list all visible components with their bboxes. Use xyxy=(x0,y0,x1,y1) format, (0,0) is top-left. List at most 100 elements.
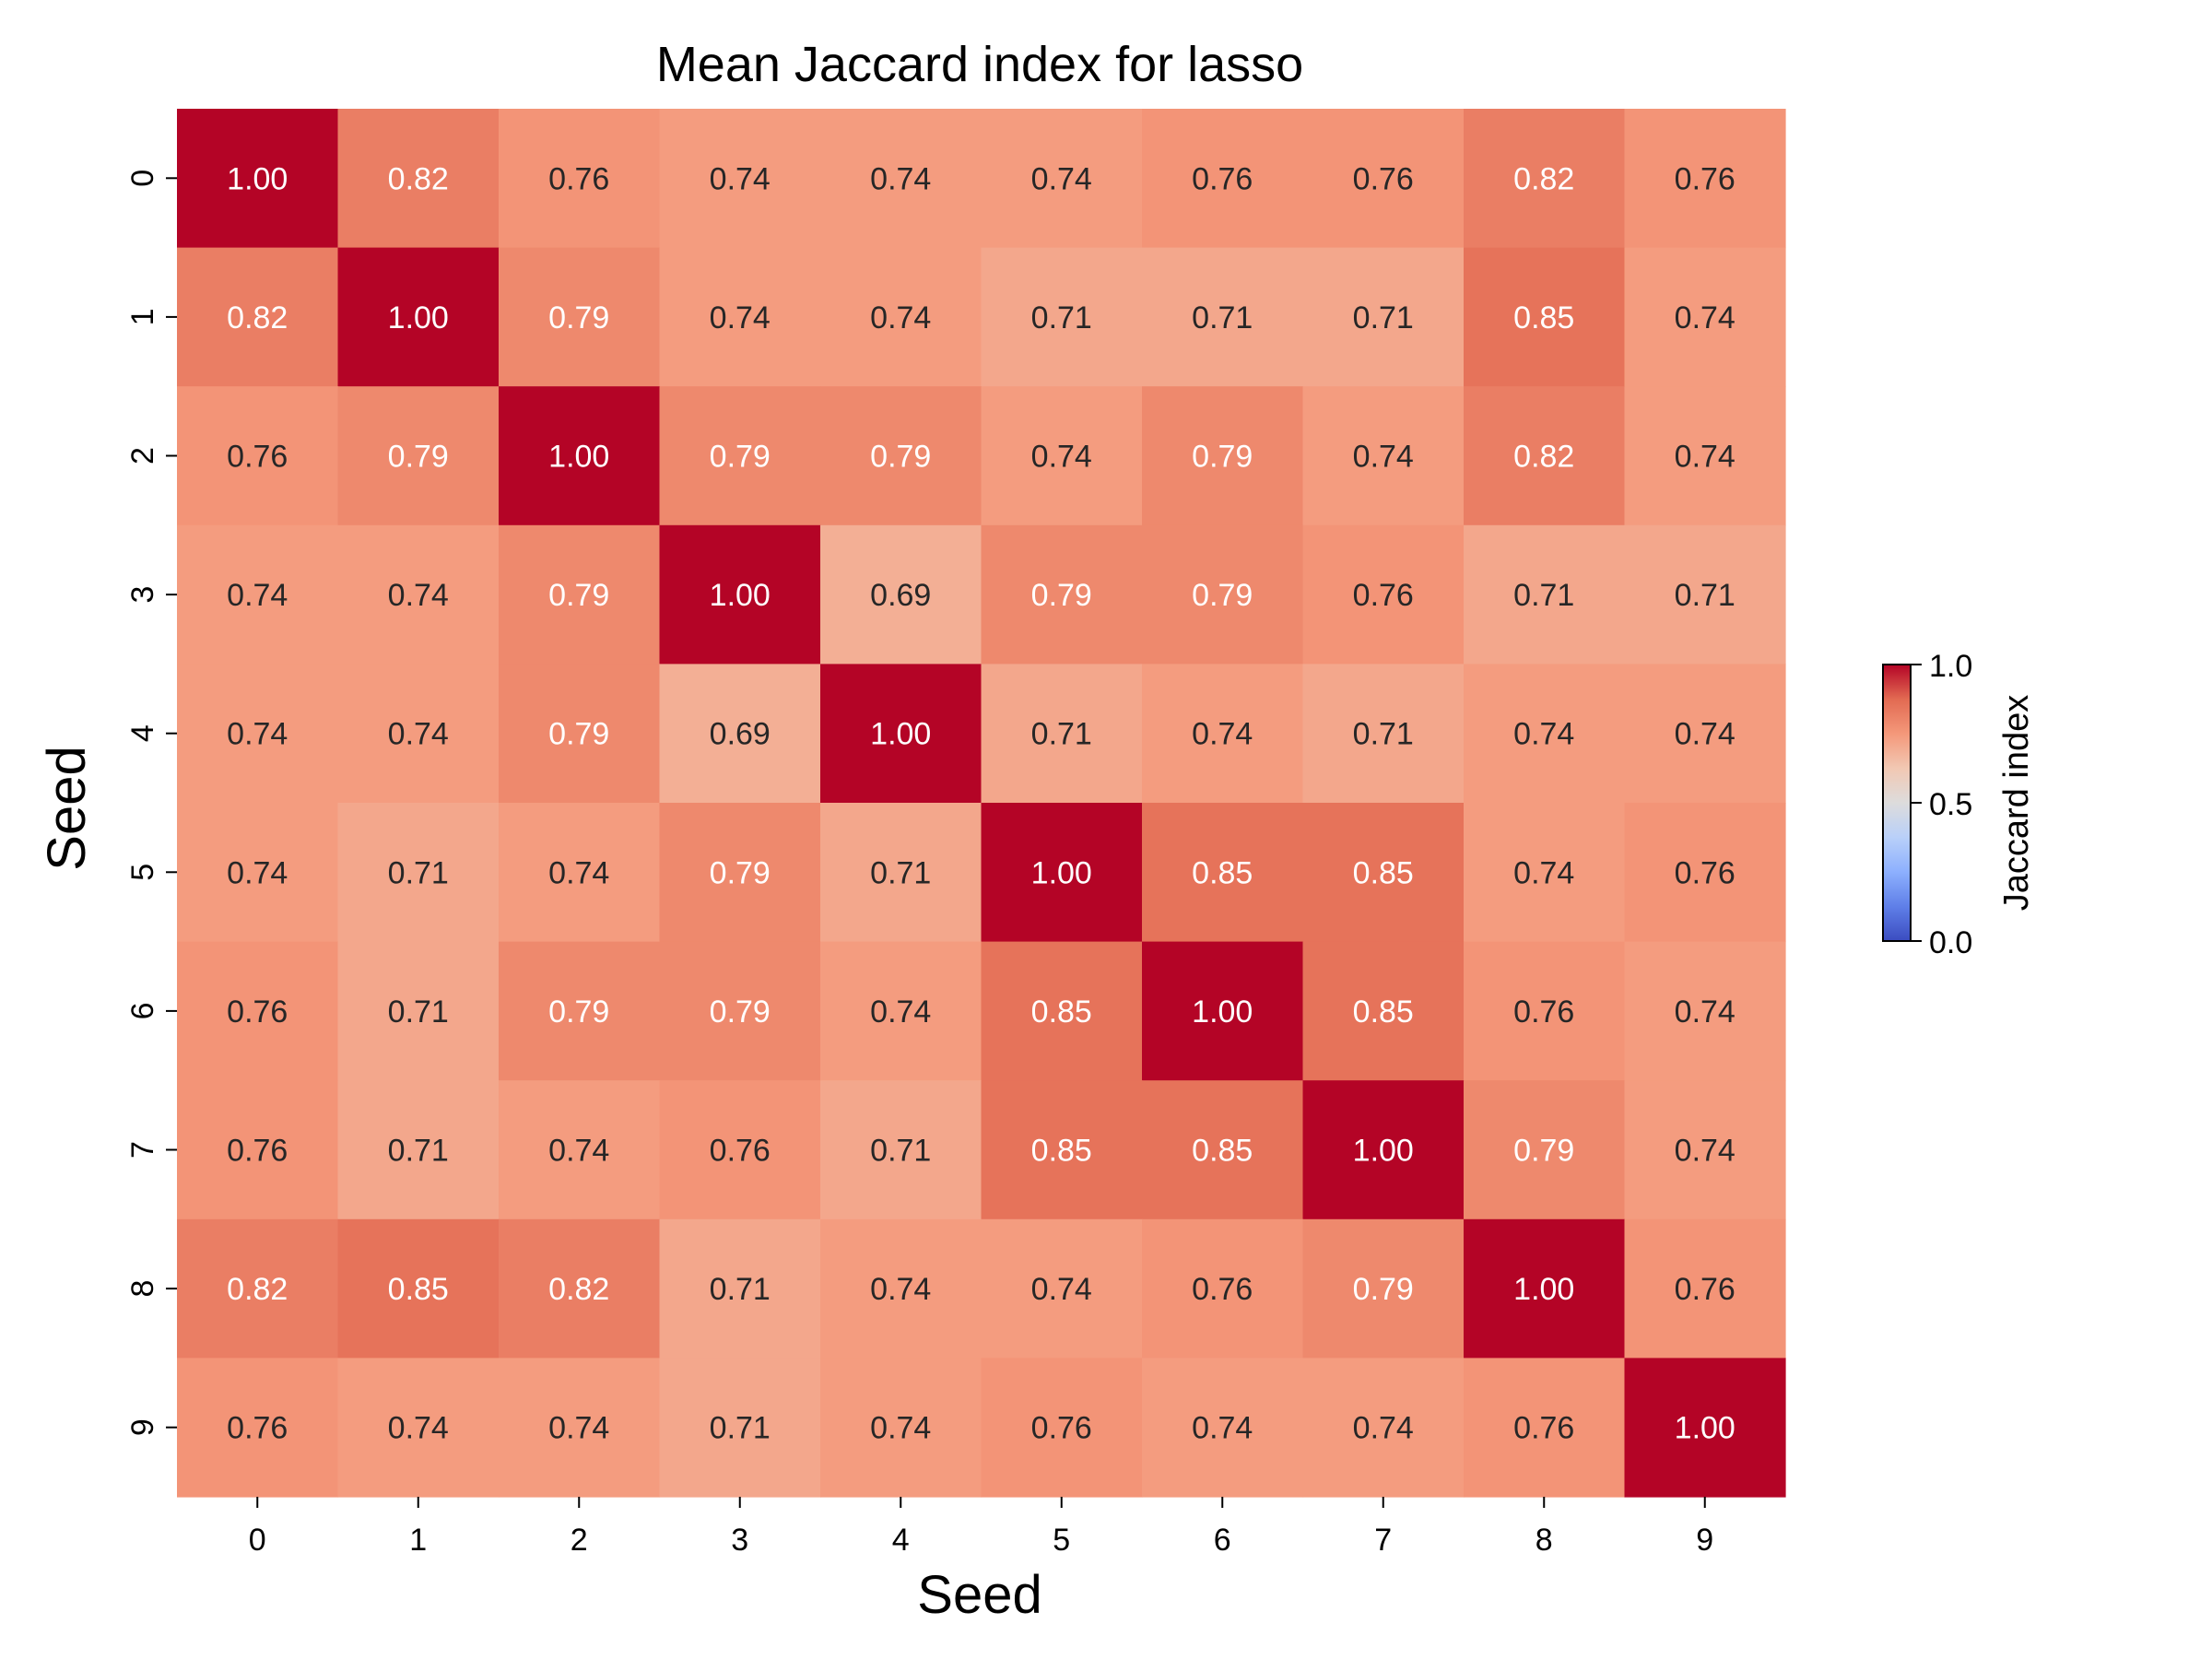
heatmap-cell xyxy=(1142,109,1304,249)
heatmap-cell-value: 0.74 xyxy=(1353,1411,1414,1446)
heatmap-cell-value: 1.00 xyxy=(1192,994,1253,1030)
heatmap-cell-value: 0.85 xyxy=(388,1272,449,1307)
heatmap-cell-value: 0.71 xyxy=(1353,300,1414,335)
heatmap-cell-value: 0.82 xyxy=(227,300,288,335)
x-tick-label: 0 xyxy=(249,1523,266,1558)
heatmap-cell xyxy=(659,1358,821,1498)
heatmap-cell-value: 0.79 xyxy=(1192,440,1253,475)
chart-title: Mean Jaccard index for lasso xyxy=(656,37,1303,92)
heatmap-cell xyxy=(1302,664,1465,804)
heatmap-cell xyxy=(1142,524,1304,665)
heatmap-cell-value: 0.71 xyxy=(1031,717,1092,752)
heatmap-cell-value: 0.79 xyxy=(548,578,609,613)
heatmap-cell xyxy=(659,247,821,387)
y-tick-label: 6 xyxy=(125,1002,160,1019)
heatmap-cell xyxy=(1142,803,1304,943)
heatmap-cell xyxy=(1302,247,1465,387)
heatmap-cell-value: 0.82 xyxy=(1513,161,1574,196)
heatmap-cell xyxy=(820,386,982,526)
heatmap-cell xyxy=(177,386,339,526)
heatmap-cell xyxy=(820,1080,982,1220)
y-tick-label: 3 xyxy=(125,586,160,604)
y-tick-label: 2 xyxy=(125,447,160,465)
y-tick-label: 0 xyxy=(125,170,160,187)
heatmap-cell-value: 0.85 xyxy=(1353,994,1414,1030)
y-axis-label: Seed xyxy=(37,746,97,870)
heatmap-cell xyxy=(337,524,500,665)
heatmap-cell-value: 0.69 xyxy=(710,717,771,752)
heatmap-cell-value: 0.74 xyxy=(227,717,288,752)
heatmap-cell xyxy=(820,803,982,943)
heatmap-cell-value: 1.00 xyxy=(1513,1272,1574,1307)
colorbar: 0.0 0.5 1.0 Jaccard index xyxy=(1882,649,2036,960)
heatmap-cell xyxy=(177,109,339,249)
heatmap-cell-value: 1.00 xyxy=(1353,1134,1414,1169)
x-tick-label: 6 xyxy=(1214,1523,1231,1558)
heatmap-cell xyxy=(177,1358,339,1498)
x-axis-label: Seed xyxy=(917,1565,1041,1625)
y-tick-label: 9 xyxy=(125,1418,160,1436)
heatmap-cell xyxy=(659,803,821,943)
heatmap-cell xyxy=(820,109,982,249)
heatmap-cell xyxy=(1624,803,1786,943)
heatmap-cell-value: 0.74 xyxy=(227,855,288,890)
heatmap-cell-value: 0.74 xyxy=(1031,440,1092,475)
x-tick-label: 5 xyxy=(1053,1523,1070,1558)
heatmap-cell xyxy=(499,1080,661,1220)
colorbar-gradient xyxy=(1882,664,1912,942)
heatmap-cell xyxy=(499,524,661,665)
heatmap-cell xyxy=(499,109,661,249)
heatmap-cell-value: 0.79 xyxy=(548,300,609,335)
heatmap-cell-value: 0.71 xyxy=(1675,578,1735,613)
heatmap-cell-value: 0.74 xyxy=(1513,855,1574,890)
x-tick-label: 2 xyxy=(571,1523,588,1558)
heatmap-cell xyxy=(1624,1358,1786,1498)
heatmap-cell-value: 0.76 xyxy=(1513,994,1574,1030)
x-tick-label: 1 xyxy=(409,1523,427,1558)
heatmap-cell-value: 0.79 xyxy=(870,440,931,475)
heatmap-cell xyxy=(1464,803,1626,943)
heatmap-cell-value: 0.74 xyxy=(1675,440,1735,475)
heatmap-cell xyxy=(981,247,1143,387)
heatmap-cell xyxy=(177,247,339,387)
heatmap-cell-value: 0.79 xyxy=(548,994,609,1030)
heatmap-cell-value: 0.79 xyxy=(1031,578,1092,613)
heatmap-cell-value: 0.76 xyxy=(1353,578,1414,613)
heatmap-cell xyxy=(337,1358,500,1498)
heatmap-cell xyxy=(1624,386,1786,526)
heatmap-cell-value: 0.76 xyxy=(1353,161,1414,196)
heatmap-cell xyxy=(1142,664,1304,804)
heatmap-cell-value: 0.74 xyxy=(1192,1411,1253,1446)
heatmap-cell-value: 0.71 xyxy=(1031,300,1092,335)
heatmap-cell-value: 0.69 xyxy=(870,578,931,613)
heatmap-cell-value: 0.74 xyxy=(1675,300,1735,335)
heatmap-cell xyxy=(1302,1218,1465,1359)
heatmap-cell xyxy=(659,109,821,249)
heatmap-cell-value: 0.76 xyxy=(1675,161,1735,196)
colorbar-tick-label: 0.5 xyxy=(1929,787,1972,822)
heatmap-cell-value: 0.71 xyxy=(870,1134,931,1169)
y-tick-label: 8 xyxy=(125,1280,160,1298)
heatmap-cell xyxy=(499,803,661,943)
heatmap-cell-value: 0.82 xyxy=(1513,440,1574,475)
heatmap-cell xyxy=(1464,941,1626,1081)
heatmap-cell xyxy=(981,664,1143,804)
heatmap-cell xyxy=(820,664,982,804)
heatmap-cell-value: 0.74 xyxy=(548,1134,609,1169)
heatmap-cell-value: 0.74 xyxy=(1675,1134,1735,1169)
heatmap-cell xyxy=(337,664,500,804)
heatmap-cell-value: 0.71 xyxy=(710,1272,771,1307)
heatmap-cell-value: 0.71 xyxy=(1192,300,1253,335)
heatmap-cell-value: 0.71 xyxy=(1513,578,1574,613)
y-tick-label: 4 xyxy=(125,724,160,742)
heatmap-cell xyxy=(177,1080,339,1220)
heatmap-cell-value: 0.85 xyxy=(1031,994,1092,1030)
heatmap-cell xyxy=(1464,109,1626,249)
heatmap-cell-value: 0.74 xyxy=(1675,994,1735,1030)
heatmap-cell-value: 0.79 xyxy=(1353,1272,1414,1307)
heatmap-cell-value: 1.00 xyxy=(227,161,288,196)
heatmap-cell-value: 0.82 xyxy=(548,1272,609,1307)
heatmap-cell-value: 0.74 xyxy=(870,300,931,335)
heatmap-cell xyxy=(337,247,500,387)
